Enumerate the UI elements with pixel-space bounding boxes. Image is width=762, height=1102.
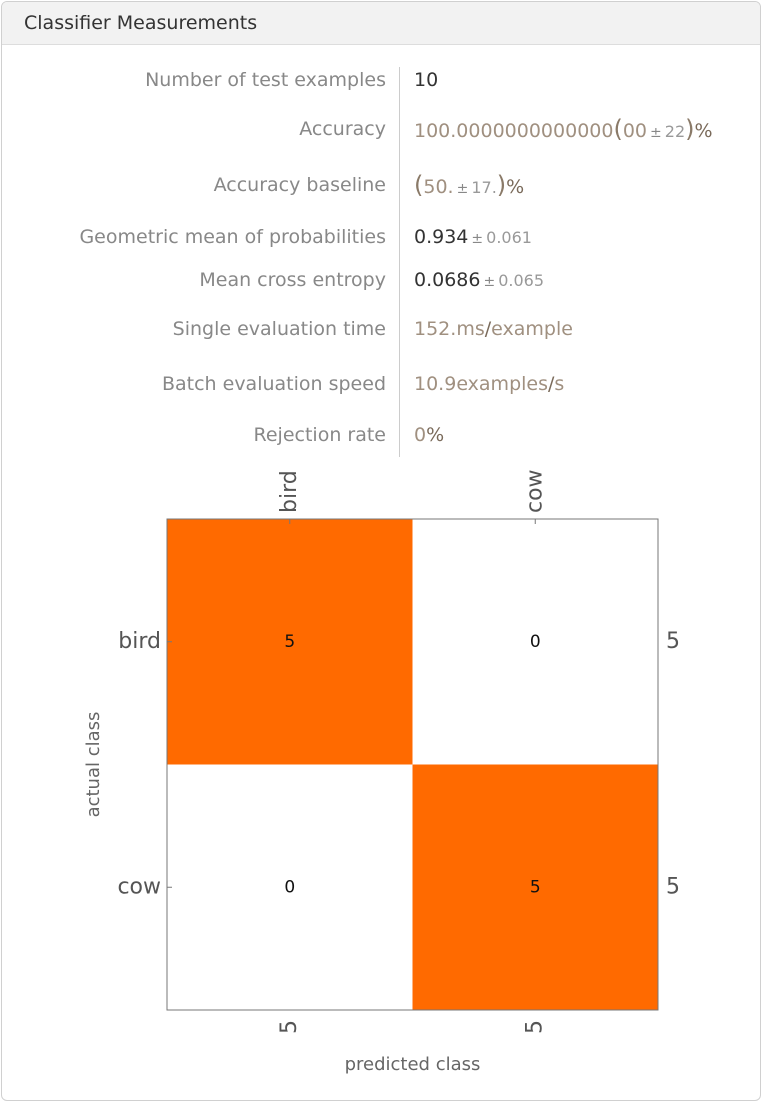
- value-part: %: [694, 120, 713, 142]
- col-class: bird: [277, 470, 302, 513]
- value-part: 10: [414, 69, 439, 91]
- row-total: 5: [666, 874, 680, 899]
- value-part: 0: [414, 424, 427, 446]
- measure-value: 100.0000000000000(00 ±22)%: [414, 115, 713, 143]
- measure-value: 0%: [414, 424, 444, 446]
- value-part: ±: [650, 125, 662, 141]
- value-part: %: [426, 424, 445, 446]
- value-part: /: [548, 373, 555, 395]
- value-part: 22: [664, 122, 686, 141]
- measure-value: (50. ±17.)%: [414, 171, 524, 199]
- value-part: ms: [456, 318, 485, 340]
- cell-count: 0: [284, 877, 295, 897]
- x-axis-label: predicted class: [345, 1054, 481, 1075]
- value-part: ): [685, 115, 695, 143]
- value-part: 10.9: [414, 373, 457, 395]
- measure-value: 10: [414, 69, 438, 91]
- value-part: example: [491, 318, 573, 340]
- value-part: 152.: [414, 318, 457, 340]
- value-part: (: [613, 115, 623, 143]
- cell-count: 5: [530, 877, 541, 897]
- value-part: (: [414, 171, 424, 199]
- matrix-cell: [167, 519, 413, 765]
- divider: [399, 67, 400, 457]
- value-part: 17.: [471, 178, 497, 197]
- panel-title: Classifier Measurements: [2, 2, 760, 45]
- measure-label: Single evaluation time: [172, 318, 386, 340]
- value-part: 50.: [423, 176, 454, 198]
- y-axis-label: actual class: [83, 712, 104, 818]
- value-part: %: [506, 176, 525, 198]
- measure-label: Rejection rate: [253, 424, 386, 446]
- measure-label: Batch evaluation speed: [161, 373, 386, 395]
- value-part: s: [554, 373, 565, 395]
- value-part: 0.0686: [414, 269, 481, 291]
- value-part: 00: [622, 120, 648, 142]
- value-part: ±: [456, 181, 469, 197]
- value-part: 100.0000000000000: [414, 120, 614, 142]
- row-total: 5: [666, 629, 680, 654]
- value-part: 0.065: [498, 271, 545, 290]
- measure-label: Number of test examples: [145, 69, 386, 91]
- measure-value: 0.934 ±0.061: [414, 226, 532, 248]
- value-part: 0.934: [414, 226, 469, 248]
- col-total: 5: [277, 1020, 302, 1034]
- measure-label: Accuracy baseline: [213, 174, 386, 196]
- measure-value: 10.9examples/s: [414, 373, 564, 395]
- value-part: examples: [456, 373, 548, 395]
- value-part: ±: [471, 231, 484, 247]
- matrix-frame: [166, 518, 659, 1011]
- measure-label: Mean cross entropy: [199, 269, 386, 291]
- measure-label: Accuracy: [299, 118, 386, 140]
- measure-label: Geometric mean of probabilities: [79, 226, 386, 248]
- measure-value: 152.ms/example: [414, 318, 573, 340]
- value-part: ±: [483, 274, 496, 290]
- col-total: 5: [522, 1020, 547, 1034]
- matrix-cell: [412, 764, 658, 1010]
- measure-value: 0.0686 ±0.065: [414, 269, 544, 291]
- col-class: cow: [522, 469, 547, 513]
- value-part: ): [496, 171, 507, 199]
- value-part: 0.061: [486, 228, 532, 247]
- row-class: cow: [117, 874, 161, 899]
- value-part: /: [484, 318, 492, 340]
- cell-count: 5: [284, 632, 295, 652]
- row-class: bird: [118, 629, 161, 654]
- cell-count: 0: [530, 632, 541, 652]
